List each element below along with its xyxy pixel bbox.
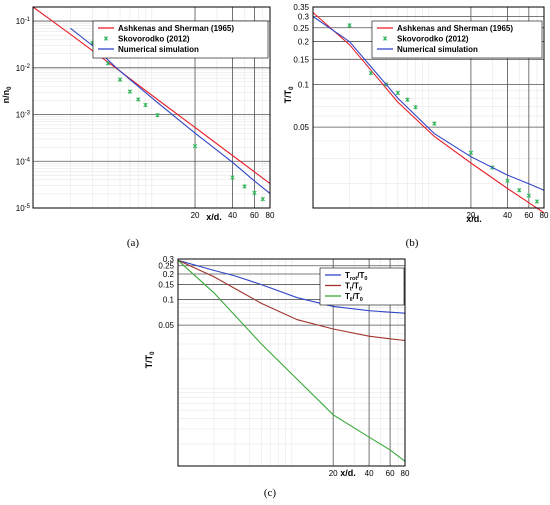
series-skovorodko-2012--marker (127, 89, 133, 94)
series-ashkenas-and-sherman-1965--line (312, 12, 545, 214)
x-tick-label: 60 (386, 469, 395, 478)
series-skovorodko-2012--marker (136, 97, 141, 102)
series-skovorodko-2012--marker (526, 193, 531, 198)
y-tick-label: 0.2 (298, 38, 310, 47)
y-tick-label: 10-5 (16, 204, 31, 213)
panel-label: (c) (264, 487, 277, 499)
series-skovorodko-2012--marker (143, 102, 148, 108)
y-tick-label: 10-3 (16, 111, 31, 120)
x-tick-label: 40 (228, 211, 237, 220)
series-skovorodko-2012--marker (155, 112, 160, 118)
series-skovorodko-2012--marker (534, 199, 540, 204)
series-skovorodko-2012--marker (468, 150, 474, 155)
y-axis-label: T/T0 (283, 86, 295, 104)
legend-label: Skovorodko (2012) (118, 35, 190, 44)
y-tick-label: 0.1 (298, 80, 310, 89)
y-tick-label: 10-1 (16, 17, 31, 26)
series-skovorodko-2012--marker (117, 77, 123, 82)
y-tick-label: 0.3 (298, 13, 310, 22)
series-skovorodko-2012--marker (395, 90, 400, 96)
series-skovorodko-2012--marker (260, 196, 265, 202)
series-skovorodko-2012--marker (368, 70, 374, 76)
series-skovorodko-2012--marker (432, 121, 437, 126)
series-skovorodko-2012--marker (192, 144, 198, 149)
series-ashkenas-and-sherman-1965--line (32, 6, 271, 185)
series-skovorodko-2012--marker (105, 61, 111, 66)
x-tick-label: 40 (365, 469, 374, 478)
y-tick-label: 0.25 (158, 262, 174, 271)
x-axis-label: x/d. (340, 468, 356, 478)
x-tick-label: 20 (466, 211, 475, 220)
legend-box (371, 20, 543, 59)
legend-swatch (382, 36, 388, 41)
series-skovorodko-2012--marker (252, 190, 257, 196)
x-tick-label: 20 (191, 211, 200, 220)
y-tick-label: 0.35 (293, 3, 309, 12)
series-skovorodko-2012--marker (517, 188, 522, 193)
series-skovorodko-2012--marker (505, 178, 510, 183)
series-skovorodko-2012--marker (405, 97, 410, 102)
series-numerical-simulation-line (312, 16, 545, 191)
y-tick-label: 10-2 (16, 64, 31, 73)
series-t--line (177, 259, 406, 462)
y-tick-label: 10-4 (16, 157, 31, 166)
x-tick-label: 80 (401, 469, 410, 478)
x-tick-label: 20 (329, 469, 338, 478)
legend-label: Numerical simulation (397, 45, 478, 54)
series-skovorodko-2012--marker (347, 23, 352, 28)
y-tick-label: 0.05 (293, 123, 309, 132)
y-axis-label: T/T0 (144, 351, 156, 369)
y-tick-label: 0.15 (293, 55, 309, 64)
legend-label: Trot/T0 (345, 271, 367, 282)
legend-label: Ashkenas and Sherman (1965) (397, 24, 513, 33)
y-tick-label: 0.15 (158, 281, 174, 290)
legend-label: Skovorodko (2012) (397, 35, 469, 44)
panel-label: (b) (406, 237, 419, 249)
legend-label: T‖/T0 (345, 292, 363, 303)
y-tick-label: 0.05 (158, 321, 174, 330)
chart-panel-c: 20 40 60 80 0.30.250.2 0.15 0.1 0.05 x/d. T/T0 Tro… (144, 255, 410, 499)
x-tick-label: 80 (266, 211, 275, 220)
plot-frame (32, 6, 271, 209)
legend-box (319, 267, 405, 306)
x-axis-label: x/d. (466, 214, 482, 224)
legend: Ashkenas and Sherman (1965) Skovorodko (2… (92, 20, 269, 59)
panel-label: (a) (127, 237, 140, 249)
chart-panel-a: 20 40 60 80 10-5 10-4 10-3 10-2 10-1 x/d. n/n0 Ashk… (1, 6, 275, 249)
series-trot-line (177, 259, 406, 314)
chart-panel-b: 20 40 60 80 0.350.3 0.25 0.2 0.15 0.1 0.05 x/d. T/T… (283, 3, 549, 249)
x-tick-label: 80 (540, 211, 549, 220)
y-tick-label: 0.1 (163, 296, 175, 305)
x-axis-label: x/d. (206, 212, 222, 222)
legend-box (92, 20, 269, 59)
plot-frame (177, 258, 406, 467)
legend: Ashkenas and Sherman (1965) Skovorodko (2… (371, 20, 543, 59)
series-tt-line (177, 259, 406, 342)
legend-label: Numerical simulation (118, 45, 199, 54)
x-tick-label: 60 (524, 211, 533, 220)
x-tick-label: 60 (250, 211, 259, 220)
series-skovorodko-2012--marker (413, 105, 418, 110)
plot-frame (312, 6, 545, 209)
legend-label: Ashkenas and Sherman (1965) (118, 24, 234, 33)
legend-label: Tt/T0 (345, 282, 362, 293)
y-axis-label: n/n0 (1, 86, 13, 104)
series-skovorodko-2012--marker (230, 175, 235, 180)
y-tick-label: 0.3 (163, 255, 175, 264)
x-tick-label: 40 (503, 211, 512, 220)
legend-swatch (103, 36, 109, 41)
y-tick-label: 0.25 (293, 24, 309, 33)
series-skovorodko-2012--marker (242, 184, 247, 189)
y-tick-label: 0.2 (163, 270, 175, 279)
